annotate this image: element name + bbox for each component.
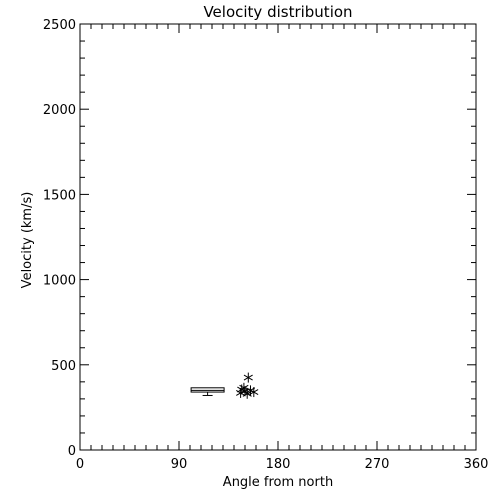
chart-title: Velocity distribution	[203, 3, 352, 21]
y-axis-label: Velocity (km/s)	[20, 192, 35, 289]
x-tick-label: 360	[464, 457, 489, 472]
data-point	[249, 387, 259, 398]
data-point	[239, 382, 249, 393]
y-tick-label: 0	[68, 444, 76, 459]
x-tick-label: 90	[171, 457, 188, 472]
x-tick-label: 0	[76, 457, 84, 472]
y-tick-label: 2000	[43, 103, 76, 118]
x-tick-label: 270	[365, 457, 390, 472]
x-tick-label: 180	[266, 457, 291, 472]
plot-area: 0 90 180 270 360 0 500 1000 1500 2000 2500	[43, 18, 489, 472]
y-tick-label: 1000	[43, 274, 76, 289]
x-axis-label: Angle from north	[223, 475, 333, 490]
y-tick-label: 2500	[43, 18, 76, 33]
y-tick-label: 1500	[43, 188, 76, 203]
data-point	[243, 372, 253, 383]
y-tick-label: 500	[51, 359, 76, 374]
